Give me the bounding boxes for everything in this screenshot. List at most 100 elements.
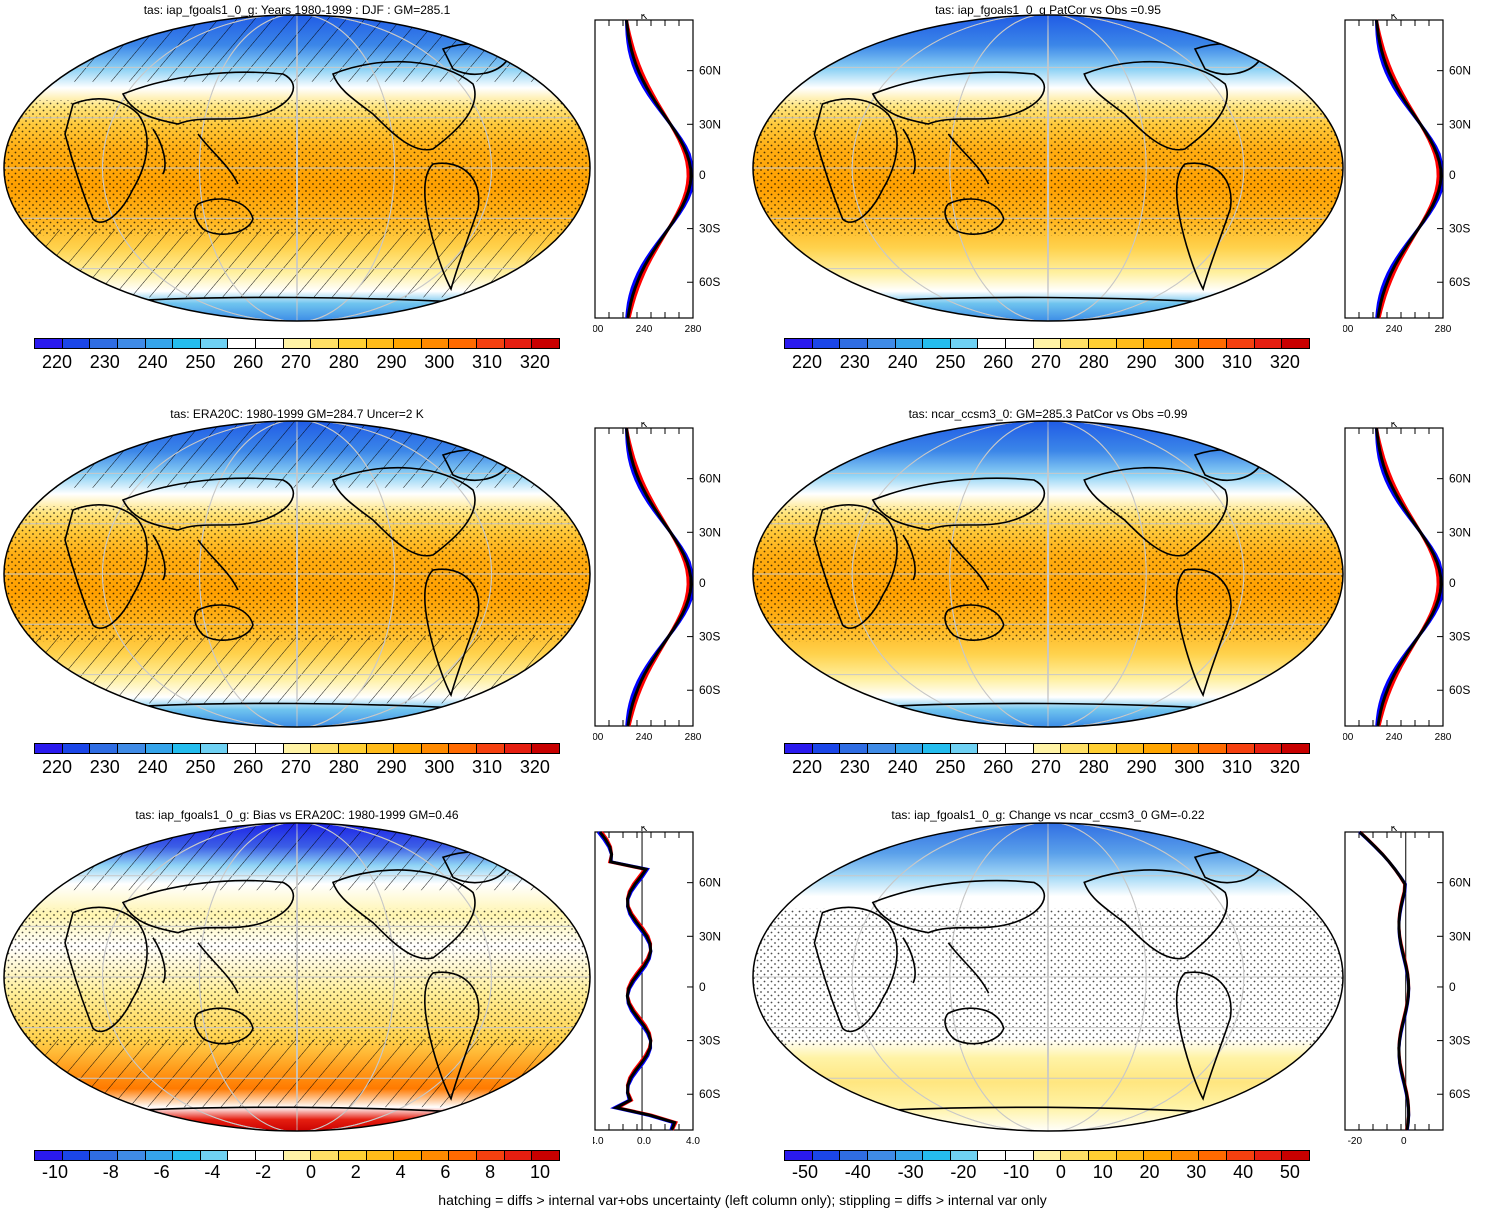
profile-unit-label: K bbox=[1391, 14, 1398, 22]
profile-lat-label: 30S bbox=[699, 1034, 720, 1048]
profile-lat-label: 60N bbox=[1449, 472, 1471, 486]
colorbar-tick-label: 240 bbox=[137, 352, 168, 372]
colorbar-tick-label: -30 bbox=[897, 1162, 924, 1182]
colorbar-tick-label: 280 bbox=[1078, 757, 1109, 777]
colorbar-tick-label: -4 bbox=[204, 1162, 221, 1182]
profile-lat-label: 30S bbox=[1449, 630, 1470, 644]
map-panel-3 bbox=[3, 420, 591, 728]
colorbar-tick-label: 0 bbox=[1055, 1162, 1066, 1182]
colorbar-tick-label: 0 bbox=[305, 1162, 316, 1182]
colorbar-labels-5: -10 -8 -6 -4 -2 0 2 4 6 8 10 bbox=[42, 1162, 550, 1183]
map-panel-5 bbox=[3, 822, 591, 1132]
profile-line-model bbox=[1375, 19, 1440, 319]
colorbar-labels-1: 220 230 240 250 260 270 280 290 300 310 320 bbox=[42, 352, 550, 373]
colorbar-tick-label: 320 bbox=[1269, 352, 1300, 372]
map-panel-2 bbox=[752, 14, 1344, 322]
profile-unit-label: K bbox=[641, 826, 648, 834]
profile-x-tick-label: 240 bbox=[1386, 324, 1403, 335]
colorbar-tick-label: 250 bbox=[935, 757, 966, 777]
profile-lat-label: 30S bbox=[1449, 1034, 1470, 1048]
colorbar-tick-label: 6 bbox=[440, 1162, 451, 1182]
colorbar-tick-label: -20 bbox=[950, 1162, 977, 1182]
colorbar-tick-label: 270 bbox=[280, 757, 311, 777]
profile-lat-label: 30N bbox=[1449, 929, 1471, 943]
colorbar-tick-label: 280 bbox=[328, 352, 359, 372]
colorbar-4 bbox=[784, 743, 1310, 754]
colorbar-tick-label: 290 bbox=[1126, 352, 1157, 372]
map-panel-4 bbox=[752, 420, 1344, 728]
colorbar-tick-label: 320 bbox=[519, 352, 550, 372]
profile-x-tick-label: -20 bbox=[1348, 1136, 1363, 1147]
colorbar-tick-label: -8 bbox=[102, 1162, 119, 1182]
colorbar-tick-label: 280 bbox=[328, 757, 359, 777]
profile-lat-label: 60S bbox=[1449, 1087, 1470, 1101]
colorbar-tick-label: -6 bbox=[153, 1162, 170, 1182]
colorbar-tick-label: 4 bbox=[395, 1162, 406, 1182]
colorbar-5 bbox=[34, 1150, 560, 1161]
profile-lat-label: 30N bbox=[699, 117, 721, 131]
colorbar-tick-label: 230 bbox=[89, 352, 120, 372]
map-panel-6 bbox=[752, 822, 1344, 1132]
colorbar-tick-label: 230 bbox=[839, 757, 870, 777]
colorbar-tick-label: 300 bbox=[424, 352, 455, 372]
colorbar-2 bbox=[784, 338, 1310, 349]
colorbar-tick-label: 240 bbox=[887, 352, 918, 372]
profile-x-tick-label: 280 bbox=[1435, 732, 1452, 743]
panel-title-1: tas: iap_fgoals1_0_g: Years 1980-1999 : … bbox=[143, 3, 451, 17]
profile-unit-label: K bbox=[641, 14, 648, 22]
panel-title-2: tas: iap_fgoals1_0_g PatCor vs Obs =0.95 bbox=[935, 3, 1161, 17]
zonal-profile-4: K 60N 30N 0 30S 60S 200 240 280 bbox=[1343, 422, 1471, 743]
profile-unit-label: K bbox=[1391, 422, 1398, 430]
profile-lat-label: 60N bbox=[1449, 64, 1471, 78]
profile-lat-label: 60S bbox=[699, 275, 720, 289]
colorbar-tick-label: -10 bbox=[42, 1162, 69, 1182]
profile-x-tick-label: -4.0 bbox=[593, 1136, 604, 1147]
colorbar-3 bbox=[34, 743, 560, 754]
colorbar-labels-2: 220 230 240 250 260 270 280 290 300 310 320 bbox=[792, 352, 1300, 373]
zonal-profile-3: K 60N 30N 0 30S 60S 200 240 280 bbox=[593, 422, 721, 743]
profile-line-reference bbox=[625, 427, 693, 727]
panel-title-3: tas: ERA20C: 1980-1999 GM=284.7 Uncer=2 … bbox=[170, 407, 424, 421]
colorbar-tick-label: -40 bbox=[844, 1162, 871, 1182]
profile-lat-label: 60S bbox=[1449, 275, 1470, 289]
zonal-profile-5: K 60N 30N 0 30S 60S -4.0 0.0 4.0 bbox=[593, 826, 721, 1147]
colorbar-tick-label: 8 bbox=[485, 1162, 496, 1182]
colorbar-tick-label: 220 bbox=[792, 352, 823, 372]
zonal-profile-1: K 60N 30N 0 30S 60S 200 240 280 bbox=[593, 14, 721, 335]
profile-lat-label: 60N bbox=[699, 876, 721, 890]
profile-x-tick-label: 4.0 bbox=[686, 1136, 700, 1147]
profile-line-obs bbox=[596, 831, 675, 1131]
profile-lat-label: 0 bbox=[1449, 576, 1456, 590]
profile-lat-label: 0 bbox=[1449, 980, 1456, 994]
profile-unit-label: K bbox=[1391, 826, 1398, 834]
colorbar-tick-label: -50 bbox=[792, 1162, 819, 1182]
colorbar-tick-label: 20 bbox=[1139, 1162, 1160, 1182]
profile-lat-label: 30S bbox=[1449, 222, 1470, 236]
profile-line-model bbox=[625, 427, 690, 727]
colorbar-tick-label: -2 bbox=[255, 1162, 272, 1182]
profile-x-tick-label: 240 bbox=[636, 732, 653, 743]
profile-lat-label: 30N bbox=[1449, 525, 1471, 539]
profile-x-tick-label: 280 bbox=[1435, 324, 1452, 335]
profile-lat-label: 60S bbox=[699, 1087, 720, 1101]
profile-x-tick-label: 280 bbox=[685, 732, 702, 743]
colorbar-tick-label: 290 bbox=[1126, 757, 1157, 777]
zonal-profile-6: K 60N 30N 0 30S 60S -20 0 bbox=[1344, 826, 1471, 1147]
profile-line-model bbox=[625, 19, 690, 319]
colorbar-tick-label: 260 bbox=[233, 757, 264, 777]
map-panel-1 bbox=[3, 14, 591, 322]
profile-x-tick-label: 280 bbox=[685, 324, 702, 335]
colorbar-tick-label: 260 bbox=[983, 352, 1014, 372]
footer-note: hatching = diffs > internal var+obs unce… bbox=[438, 1192, 1047, 1208]
colorbar-tick-label: 250 bbox=[185, 352, 216, 372]
profile-line-reference bbox=[1375, 427, 1443, 727]
profile-line-reference bbox=[1375, 19, 1443, 319]
profile-lat-label: 60S bbox=[699, 683, 720, 697]
colorbar-tick-label: 30 bbox=[1186, 1162, 1207, 1182]
profile-line-reference bbox=[1358, 830, 1411, 1131]
profile-line-reference bbox=[625, 19, 693, 319]
colorbar-tick-label: 230 bbox=[89, 757, 120, 777]
colorbar-tick-label: 250 bbox=[185, 757, 216, 777]
colorbar-tick-label: 270 bbox=[1030, 757, 1061, 777]
colorbar-tick-label: 320 bbox=[1269, 757, 1300, 777]
